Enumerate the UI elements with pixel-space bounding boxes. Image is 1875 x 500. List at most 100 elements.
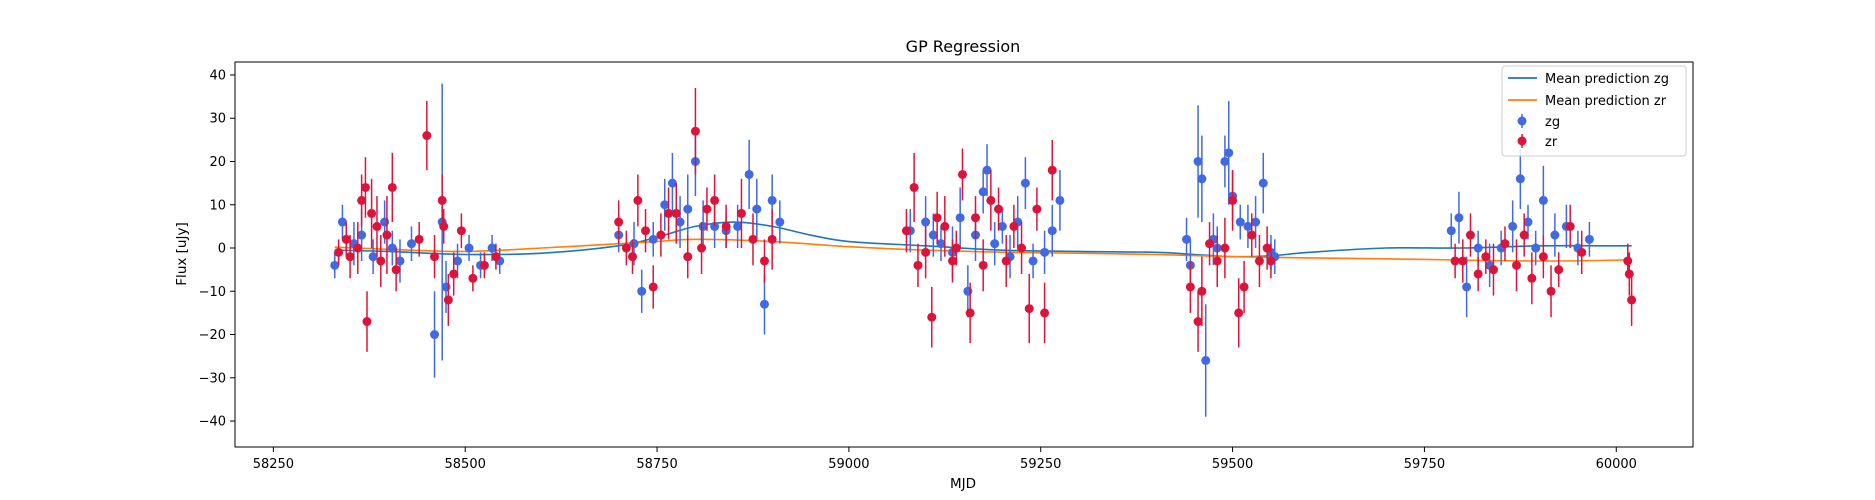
zr-point: [994, 204, 1004, 214]
zr-point: [909, 182, 919, 192]
zg-point: [982, 165, 992, 175]
zr-point: [1465, 230, 1475, 240]
legend-zr-line-label: Mean prediction zr: [1545, 94, 1667, 109]
zg-point: [660, 200, 670, 210]
zr-point: [456, 226, 466, 236]
zg-point: [744, 169, 754, 179]
zg-point: [1538, 195, 1548, 205]
zr-point: [641, 226, 651, 236]
zr-point: [748, 234, 758, 244]
chart-title: GP Regression: [906, 37, 1021, 56]
zr-point: [1009, 221, 1019, 231]
zr-point: [1047, 165, 1057, 175]
zg-mean-prediction-line: [334, 221, 1632, 258]
y-tick-label: −10: [199, 285, 226, 300]
zr-point: [1527, 273, 1537, 283]
legend-zr-label: zr: [1545, 135, 1558, 150]
zr-point: [1193, 317, 1203, 327]
zr-point: [1577, 247, 1587, 257]
zr-point: [965, 308, 975, 318]
zr-point: [468, 273, 478, 283]
zr-point: [1032, 204, 1042, 214]
zr-point: [1262, 243, 1272, 253]
zr-point: [951, 243, 961, 253]
zg-point: [1508, 221, 1518, 231]
zg-point: [733, 221, 743, 231]
y-tick-label: −30: [199, 371, 226, 386]
zg-point: [1473, 243, 1483, 253]
zg-point: [759, 299, 769, 309]
zg-point: [368, 252, 378, 262]
zg-point: [648, 234, 658, 244]
zg-point: [387, 243, 397, 253]
zg-point: [921, 217, 931, 227]
zg-point: [1047, 226, 1057, 236]
zr-point: [759, 256, 769, 266]
zg-point: [357, 230, 367, 240]
zr-point: [1623, 256, 1633, 266]
y-axis-label: Flux [uJy]: [174, 222, 190, 285]
zr-point: [422, 131, 432, 141]
zr-point: [1627, 295, 1637, 305]
legend-zr-marker-swatch: [1517, 136, 1527, 146]
zr-point: [1546, 286, 1556, 296]
zr-point: [1488, 265, 1498, 275]
zg-point: [1224, 148, 1234, 158]
zr-point: [736, 208, 746, 218]
x-tick-label: 59500: [1212, 457, 1253, 472]
zr-point: [721, 221, 731, 231]
zg-point: [487, 243, 497, 253]
y-axis: −40 −30 −20 −10 0 10 20 30 40: [199, 68, 235, 430]
zr-point: [932, 213, 942, 223]
zr-point: [1512, 260, 1522, 270]
zg-point: [1197, 174, 1207, 184]
x-tick-label: 59000: [828, 457, 869, 472]
zr-point: [1254, 256, 1264, 266]
zr-point: [683, 252, 693, 262]
zr-point: [341, 234, 351, 244]
zg-point: [464, 243, 474, 253]
x-axis-label: MJD: [950, 476, 976, 492]
zr-point: [360, 182, 370, 192]
zr-point: [443, 295, 453, 305]
zr-point: [1234, 308, 1244, 318]
zg-point: [1243, 221, 1253, 231]
legend-zg-marker-swatch: [1517, 116, 1527, 126]
x-tick-label: 58500: [445, 457, 486, 472]
zg-point: [1515, 174, 1525, 184]
zr-point: [978, 260, 988, 270]
zr-point: [414, 234, 424, 244]
zr-point: [367, 208, 377, 218]
zr-point: [1205, 239, 1215, 249]
zg-point: [997, 221, 1007, 231]
zr-point: [702, 204, 712, 214]
zr-point: [957, 169, 967, 179]
zg-point: [1462, 282, 1472, 292]
zr-point: [1185, 282, 1195, 292]
zr-point: [1554, 265, 1564, 275]
zr-point: [1500, 239, 1510, 249]
zr-point: [971, 213, 981, 223]
y-tick-label: 0: [218, 242, 226, 257]
legend: Mean prediction zg Mean prediction zr zg…: [1501, 65, 1687, 157]
zr-point: [947, 256, 957, 266]
zr-point: [1197, 286, 1207, 296]
zg-point: [1220, 156, 1230, 166]
zr-point: [1624, 269, 1634, 279]
zr-point: [927, 312, 937, 322]
zr-point: [901, 226, 911, 236]
zr-point: [1266, 256, 1276, 266]
legend-box: [1501, 65, 1687, 157]
zr-points: [334, 87, 1637, 352]
zg-point: [1201, 355, 1211, 365]
x-tick-label: 58750: [636, 457, 677, 472]
zg-point: [683, 204, 693, 214]
zg-point: [337, 217, 347, 227]
zr-point: [1247, 230, 1257, 240]
zg-point: [978, 187, 988, 197]
zg-point: [1446, 226, 1456, 236]
legend-zg-line-label: Mean prediction zg: [1545, 72, 1669, 87]
zr-point: [449, 269, 459, 279]
zr-point: [1481, 252, 1491, 262]
zg-point: [767, 195, 777, 205]
